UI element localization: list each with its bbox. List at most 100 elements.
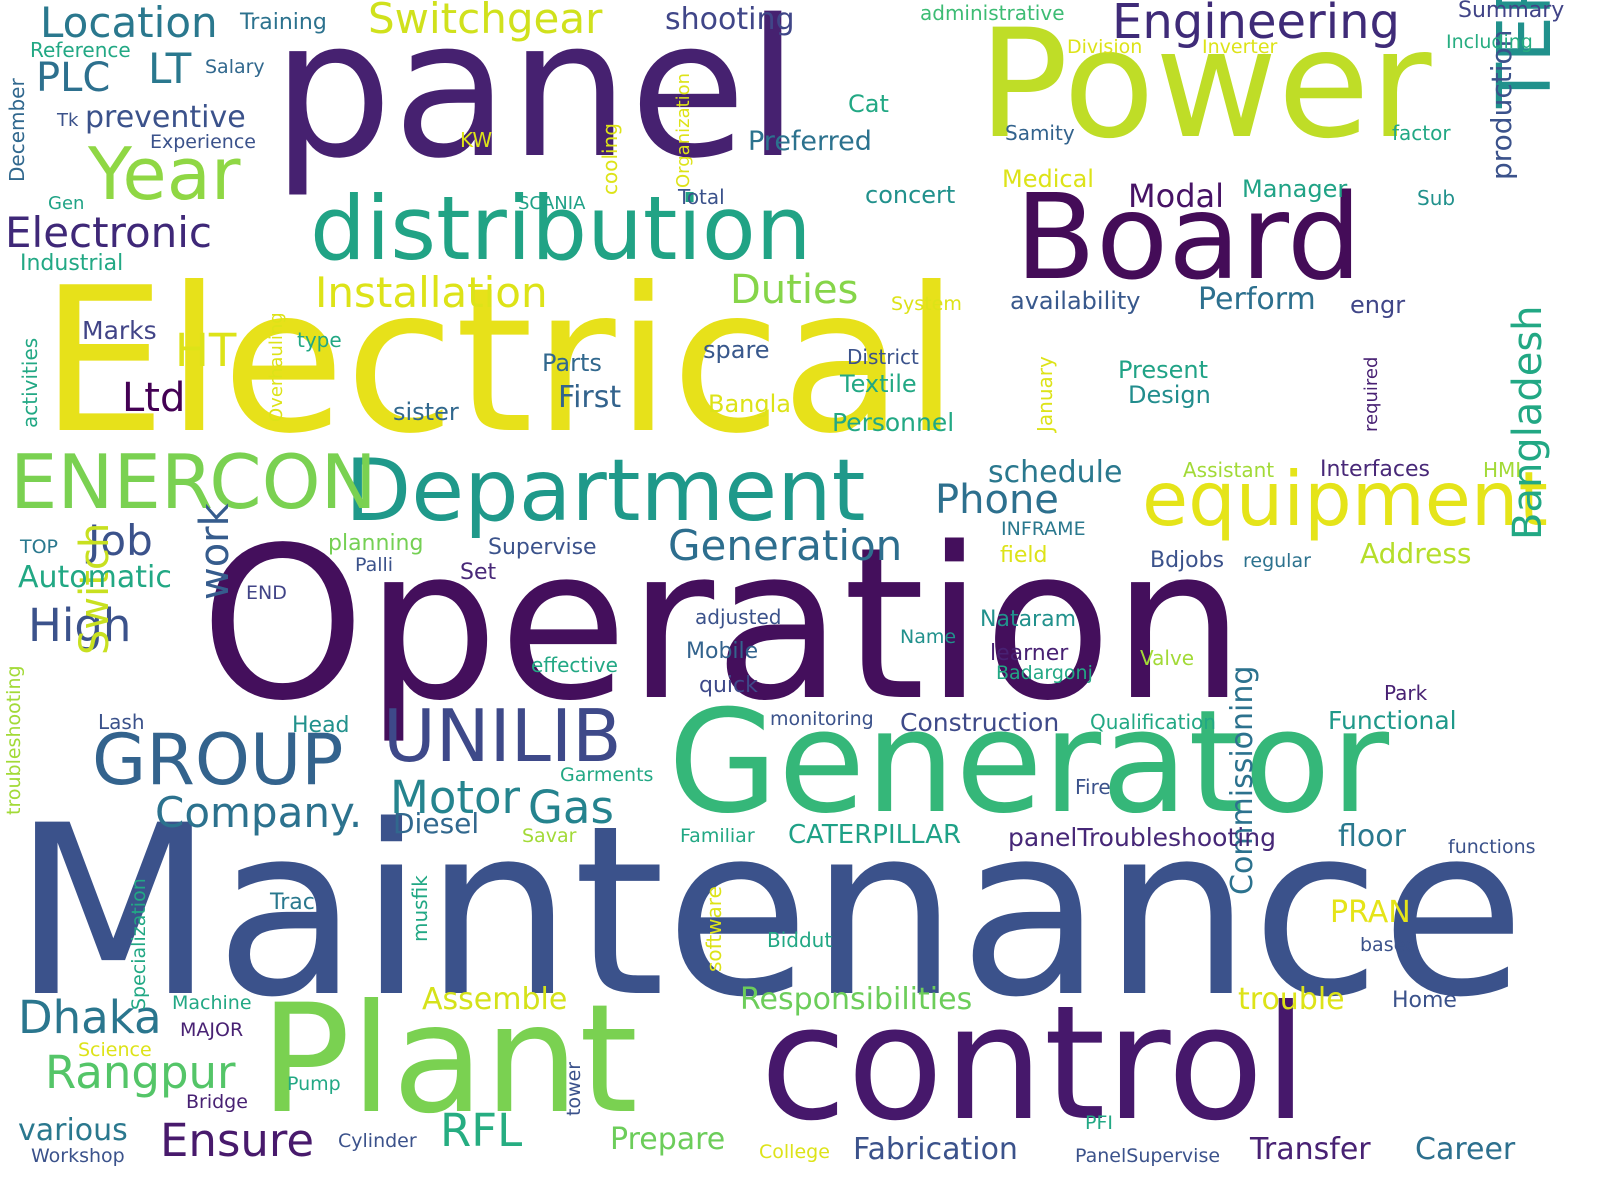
word-factor: factor (1392, 121, 1451, 145)
word-ltd: Ltd (122, 375, 186, 421)
word-equipment: equipment (1142, 455, 1548, 543)
word-top: TOP (20, 536, 59, 558)
word-head: Head (292, 713, 350, 738)
word-career: Career (1415, 1132, 1516, 1167)
word-gas: Gas (528, 781, 614, 834)
word-enercon: ENERCON (10, 438, 377, 526)
word-work: work (192, 503, 238, 600)
word-end: END (246, 582, 287, 604)
word-ht: HT (175, 324, 237, 377)
word-dhaka: Dhaka (18, 991, 162, 1044)
word-valve: Valve (1140, 646, 1195, 670)
word-nataram: Nataram (980, 607, 1077, 632)
word-pump: Pump (287, 1073, 341, 1095)
word-fabrication: Fabrication (853, 1132, 1018, 1167)
word-engr: engr (1350, 291, 1406, 319)
word-switchgear: Switchgear (368, 0, 603, 43)
word-bdjobs: Bdjobs (1150, 548, 1225, 573)
word-parts: Parts (542, 349, 602, 377)
word-cylinder: Cylinder (338, 1130, 417, 1152)
word-lash: Lash (98, 710, 145, 734)
word-ensure: Ensure (160, 1114, 315, 1167)
word-panel: panel (272, 0, 800, 200)
word-pran: PRAN (1330, 895, 1411, 930)
word-system: System (891, 293, 962, 315)
word-district: District (847, 345, 919, 369)
word-required: required (1361, 356, 1382, 432)
word-adjusted: adjusted (695, 605, 782, 629)
word-inverter: Inverter (1202, 36, 1278, 58)
word-musfik: musfik (408, 875, 432, 942)
word-rfl: RFL (440, 1104, 523, 1157)
word-company: Company. (155, 788, 363, 837)
word-palli: Palli (355, 554, 394, 576)
word-sister: sister (393, 398, 459, 426)
word-pfi: PFI (1085, 1112, 1113, 1134)
word-park: Park (1384, 681, 1428, 705)
word-department: Department (345, 441, 866, 541)
word-responsibilities: Responsibilities (740, 982, 973, 1017)
word-engineering: Engineering (1112, 0, 1400, 50)
word-year: Year (88, 132, 241, 216)
word-shooting: shooting (665, 2, 795, 37)
word-medical: Medical (1002, 165, 1094, 193)
word-familiar: Familiar (680, 825, 755, 847)
word-kw: KW (460, 128, 493, 152)
word-field: field (1000, 543, 1048, 568)
word-set: Set (460, 560, 497, 585)
word-based: based (1360, 934, 1418, 956)
word-maintenance: Maintenance (12, 776, 1526, 1049)
word-monitoring: monitoring (770, 708, 874, 730)
word-workshop: Workshop (31, 1145, 125, 1167)
word-industrial: Industrial (20, 251, 124, 276)
word-summary: Summary (1458, 0, 1565, 23)
word-address: Address (1360, 537, 1472, 570)
word-regular: regular (1243, 550, 1311, 572)
word-tower: tower (563, 1061, 585, 1116)
word-prepare: Prepare (610, 1122, 726, 1157)
word-job: Job (88, 516, 153, 565)
word-college: College (759, 1141, 830, 1163)
word-concert: concert (865, 181, 956, 209)
word-manager: Manager (1242, 175, 1348, 203)
word-distribution: distribution (310, 177, 812, 280)
word-bangla: Bangla (708, 390, 791, 418)
word-january: January (1033, 356, 1057, 432)
word-generation: Generation (668, 521, 903, 570)
word-cooling: cooling (598, 123, 622, 195)
word-marks: Marks (82, 316, 157, 345)
word-hmi: HMI (1483, 458, 1522, 482)
word-commissioning: Commissioning (1225, 665, 1260, 895)
word-personnel: Personnel (832, 408, 955, 437)
word-troubleshooting: troubleshooting (3, 665, 25, 815)
word-various: various (18, 1113, 128, 1148)
word-software: software (702, 886, 726, 972)
word-home: Home (1392, 988, 1457, 1013)
word-garments: Garments (560, 764, 654, 786)
word-panelsupervise: PanelSupervise (1075, 1145, 1221, 1167)
word-phone: Phone (935, 477, 1059, 523)
word-major: MAJOR (180, 1019, 244, 1041)
word-badargonj: Badargonj (996, 662, 1093, 684)
word-activities: activities (18, 337, 42, 428)
word-division: Division (1067, 36, 1143, 58)
word-training: Training (240, 10, 327, 35)
word-perform: Perform (1198, 282, 1316, 317)
word-machine: Machine (172, 992, 252, 1014)
word-overhauling: Overhauling (266, 312, 287, 422)
word-assistant: Assistant (1183, 458, 1275, 482)
word-control: control (760, 972, 1308, 1156)
word-generator: Generator (668, 680, 1390, 845)
word-automatic: Automatic (18, 560, 172, 595)
word-bridge: Bridge (186, 1091, 248, 1113)
word-supervise: Supervise (488, 535, 597, 560)
word-learner: learner (990, 641, 1069, 666)
word-reference: Reference (30, 38, 131, 62)
word-scania: SCANIA (518, 193, 586, 214)
word-schedule: schedule (988, 455, 1123, 490)
word-sub: Sub (1417, 186, 1456, 210)
word-gen: Gen (48, 193, 85, 214)
word-science: Science (78, 1039, 152, 1061)
word-plc: PLC (36, 55, 111, 101)
word-salary: Salary (205, 56, 265, 78)
